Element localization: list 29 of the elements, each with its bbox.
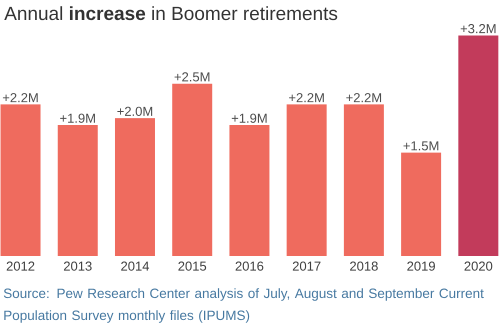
x-tick-label: 2017 bbox=[292, 262, 320, 271]
x-tick-label: 2018 bbox=[350, 262, 378, 271]
x-tick-label: 2016 bbox=[236, 262, 264, 271]
x-tick-label: 2013 bbox=[64, 262, 92, 271]
x-tick-label: 2019 bbox=[407, 262, 435, 271]
bar bbox=[344, 104, 384, 256]
bar bbox=[172, 84, 212, 256]
data-label: +2.2M bbox=[2, 93, 38, 102]
data-label: +3.2M bbox=[460, 24, 496, 34]
bar bbox=[114, 118, 155, 256]
data-label: +1.9M bbox=[232, 114, 267, 123]
source-note: Source: Pew Research Center analysis of July, August and September Current Population Survey monthly files (IPUMS) bbox=[4, 288, 484, 323]
x-tick-label: 2014 bbox=[121, 262, 150, 271]
data-label: +1.9M bbox=[60, 114, 95, 123]
data-label: +2.2M bbox=[346, 93, 382, 102]
bar bbox=[0, 104, 41, 256]
data-label: +2.2M bbox=[289, 93, 324, 102]
data-label: +2.5M bbox=[174, 72, 210, 82]
chart-title: Annual increase in Boomer retirements bbox=[4, 6, 338, 20]
bar bbox=[401, 152, 442, 256]
data-label: +2.0M bbox=[117, 106, 152, 116]
bar bbox=[286, 104, 327, 256]
x-tick-label: 2012 bbox=[6, 262, 34, 271]
data-label: +1.5M bbox=[404, 141, 438, 150]
x-tick-label: 2020 bbox=[464, 262, 492, 271]
x-tick-label: 2015 bbox=[178, 262, 206, 271]
bar bbox=[58, 125, 98, 256]
bar bbox=[229, 125, 270, 256]
bar bbox=[458, 35, 498, 256]
